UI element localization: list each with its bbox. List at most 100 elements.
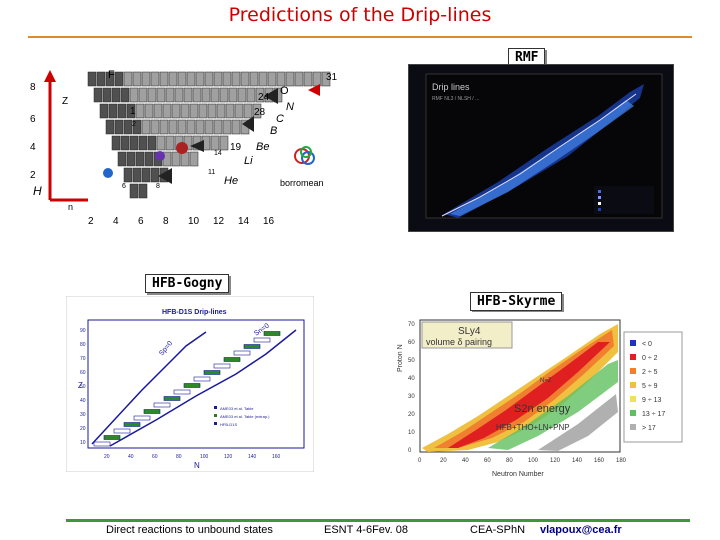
gogny-legend-mark [214,406,217,409]
skyrme-y-tick: 60 [408,340,415,346]
nuclide-cell [189,103,199,119]
nuclide-cell [123,71,133,87]
skyrme-x-tick: 40 [462,458,469,464]
element-label-He: He [224,175,238,187]
skyrme-x-tick: 180 [616,458,627,464]
element-label-Li: Li [244,155,253,167]
y-tick-labels: 8 6 4 2 [30,82,36,181]
halo-marker [158,168,172,184]
rmf-band [444,84,644,218]
skyrme-y-tick: 20 [408,412,415,418]
nuclide-cell [180,103,190,119]
nuclide-cell [252,103,262,119]
skyrme-legend-item: 2 ÷ 5 [642,369,658,376]
nuclide-cell [237,87,247,103]
halo-marker [155,151,165,161]
gogny-x-tick: 140 [248,454,257,460]
nuclide-cell [225,103,235,119]
skyrme-x-ticks: 0 20 40 60 80 100 120 140 160 180 [418,458,627,464]
nuclide-cell [204,119,214,135]
nuclide-cell [132,119,142,135]
gogny-y-tick: 70 [80,356,86,362]
gogny-band-segment [193,376,211,382]
gogny-chart: HFB-D1S Drip-lines Sp=0 Sn=0 Z N 20 40 60 8… [66,296,314,472]
gogny-band-segment [133,415,151,421]
nuclide-cell [150,167,160,183]
skyrme-legend-swatch [630,396,636,402]
skyrme-x-tick: 140 [572,458,583,464]
nuclide-cell [96,71,106,87]
gogny-proton-dripline [91,331,207,445]
nuclide-cell [186,119,196,135]
skyrme-legend-swatch [630,340,636,346]
y-tick-label: 2 [30,170,36,181]
nuclide-cell [114,71,124,87]
y-tick-label: 8 [30,82,36,93]
x-tick-label: 6 [138,216,144,227]
nuclide-chart: F O N C B Be Li He H n 31 24 28 14 11 19… [30,69,338,227]
gogny-band-segment [203,370,221,375]
skyrme-legend-item: 9 ÷ 13 [642,397,662,404]
nuclide-cell [132,167,142,183]
skyrme-y-tick: 30 [408,394,415,400]
nuclide-cell [177,71,187,87]
nuclide-cell [162,103,172,119]
nuclide-cell [111,135,121,151]
nuclide-cell [129,183,139,199]
gogny-neutron-dripline [109,329,297,447]
gogny-plot-area [87,319,305,449]
gogny-x-tick: 20 [104,454,110,460]
gogny-title: HFB-D1S Drip-lines [162,309,227,316]
nuclide-cell [321,71,331,87]
borromean-label: borromean [280,178,324,188]
isotope-label: 19 [230,142,242,153]
nuclide-cell [246,87,256,103]
isotope-label: 31 [326,72,338,83]
nuclide-cell [207,103,217,119]
nuclide-cell [276,71,286,87]
nuclide-cell [144,103,154,119]
nuclide-cell [102,87,112,103]
nuclide-cell [159,119,169,135]
nuclide-cell [123,119,133,135]
element-label-F: F [108,69,115,81]
skyrme-band-mid [434,330,614,448]
nuclide-cell [234,103,244,119]
gogny-y-tick: 30 [80,412,86,418]
nuclide-cell [312,71,322,87]
gogny-x-tick: 120 [224,454,233,460]
halo-marker [176,142,188,154]
z-arrow-head [44,70,56,82]
nuclide-cell [198,103,208,119]
skyrme-legend-item: > 17 [642,425,656,432]
footer-email[interactable]: vlapoux@cea.fr [540,524,622,536]
nuclide-cell [210,135,220,151]
nuclide-cell [120,135,130,151]
skyrme-annotation-box [421,321,513,349]
skyrme-y-tick: 0 [408,448,412,454]
gogny-y-tick: 90 [80,328,86,334]
rmf-legend-mark [598,208,601,211]
footer-divider [66,519,690,522]
x-tick-label: 16 [263,216,275,227]
element-label-N: N [286,101,294,113]
gogny-y-axis-label: Z [78,381,83,390]
nuclide-cell [141,71,151,87]
x-tick-label: 12 [213,216,225,227]
halo-marker [264,88,278,104]
nuclide-cell [144,151,154,167]
nuclide-cell [294,71,304,87]
gogny-band-segment [153,402,171,408]
gogny-y-tick: 60 [80,370,86,376]
nuclide-cell [126,151,136,167]
gogny-y-tick: 80 [80,342,86,348]
gogny-x-ticks: 20 40 60 80 100 120 140 160 [104,454,281,460]
gogny-band-segment [163,396,181,401]
gogny-legend-item: AME03 et al. Table [220,406,254,411]
skyrme-annotation-mid: N=Z [540,378,552,384]
nuclide-cell [231,71,241,87]
gogny-x-tick: 60 [152,454,158,460]
rmf-label: RMF [508,48,546,67]
nuclide-cell [141,167,151,183]
nuclide-cell [156,135,166,151]
